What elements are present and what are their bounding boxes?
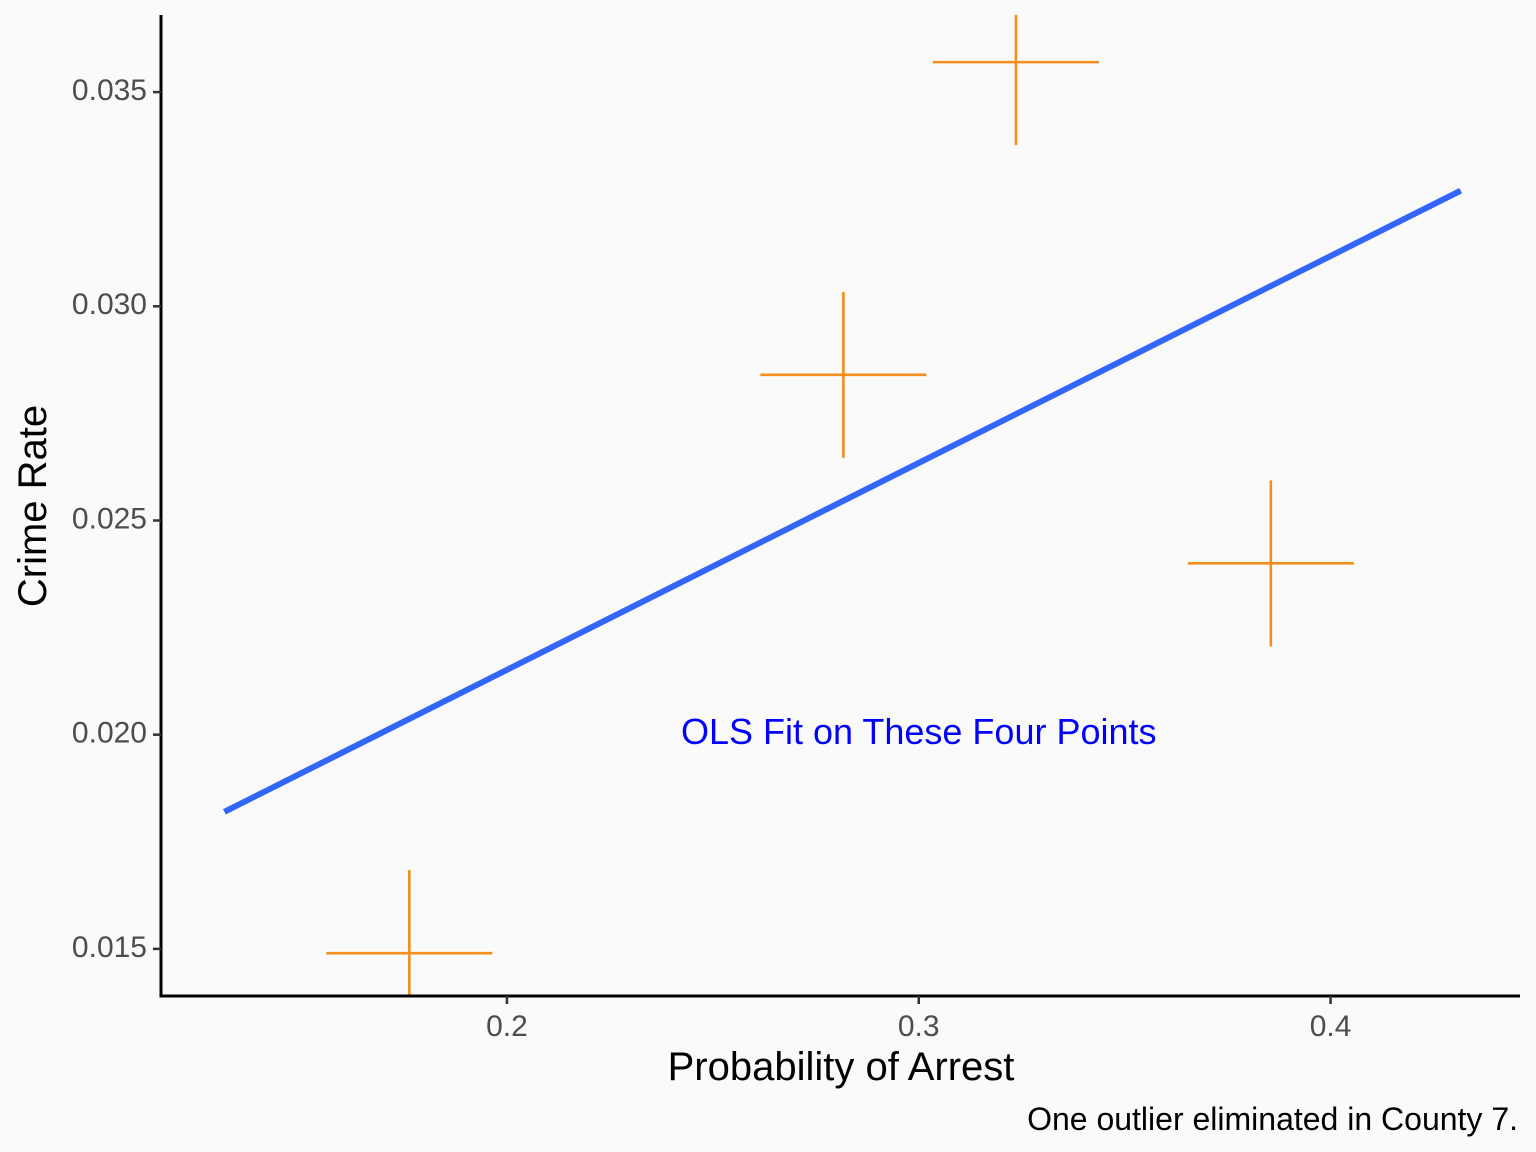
data-point-4	[1187, 480, 1354, 647]
y-tick-label: 0.035	[72, 74, 147, 107]
y-axis-title: Crime Rate	[11, 405, 55, 607]
axis-ticks: 0.2 0.3 0.4 0.015 0.020 0.025 0.030 0.035	[72, 74, 1352, 1043]
plot-marks	[223, 15, 1463, 996]
x-tick-label: 0.4	[1310, 1010, 1352, 1043]
x-tick-label: 0.2	[486, 1010, 528, 1043]
y-tick-label: 0.025	[72, 502, 147, 535]
y-tick-label: 0.030	[72, 288, 147, 321]
data-point-1	[326, 870, 493, 996]
chart-caption: One outlier eliminated in County 7.	[1027, 1101, 1518, 1137]
y-tick-label: 0.020	[72, 717, 147, 750]
y-tick-label: 0.015	[72, 931, 147, 964]
fit-annotation: OLS Fit on These Four Points	[681, 711, 1157, 752]
data-point-2	[760, 291, 927, 458]
data-point-3	[932, 15, 1099, 146]
x-tick-label: 0.3	[898, 1010, 940, 1043]
ols-fit-line	[223, 187, 1463, 815]
x-axis-title: Probability of Arrest	[668, 1045, 1015, 1089]
